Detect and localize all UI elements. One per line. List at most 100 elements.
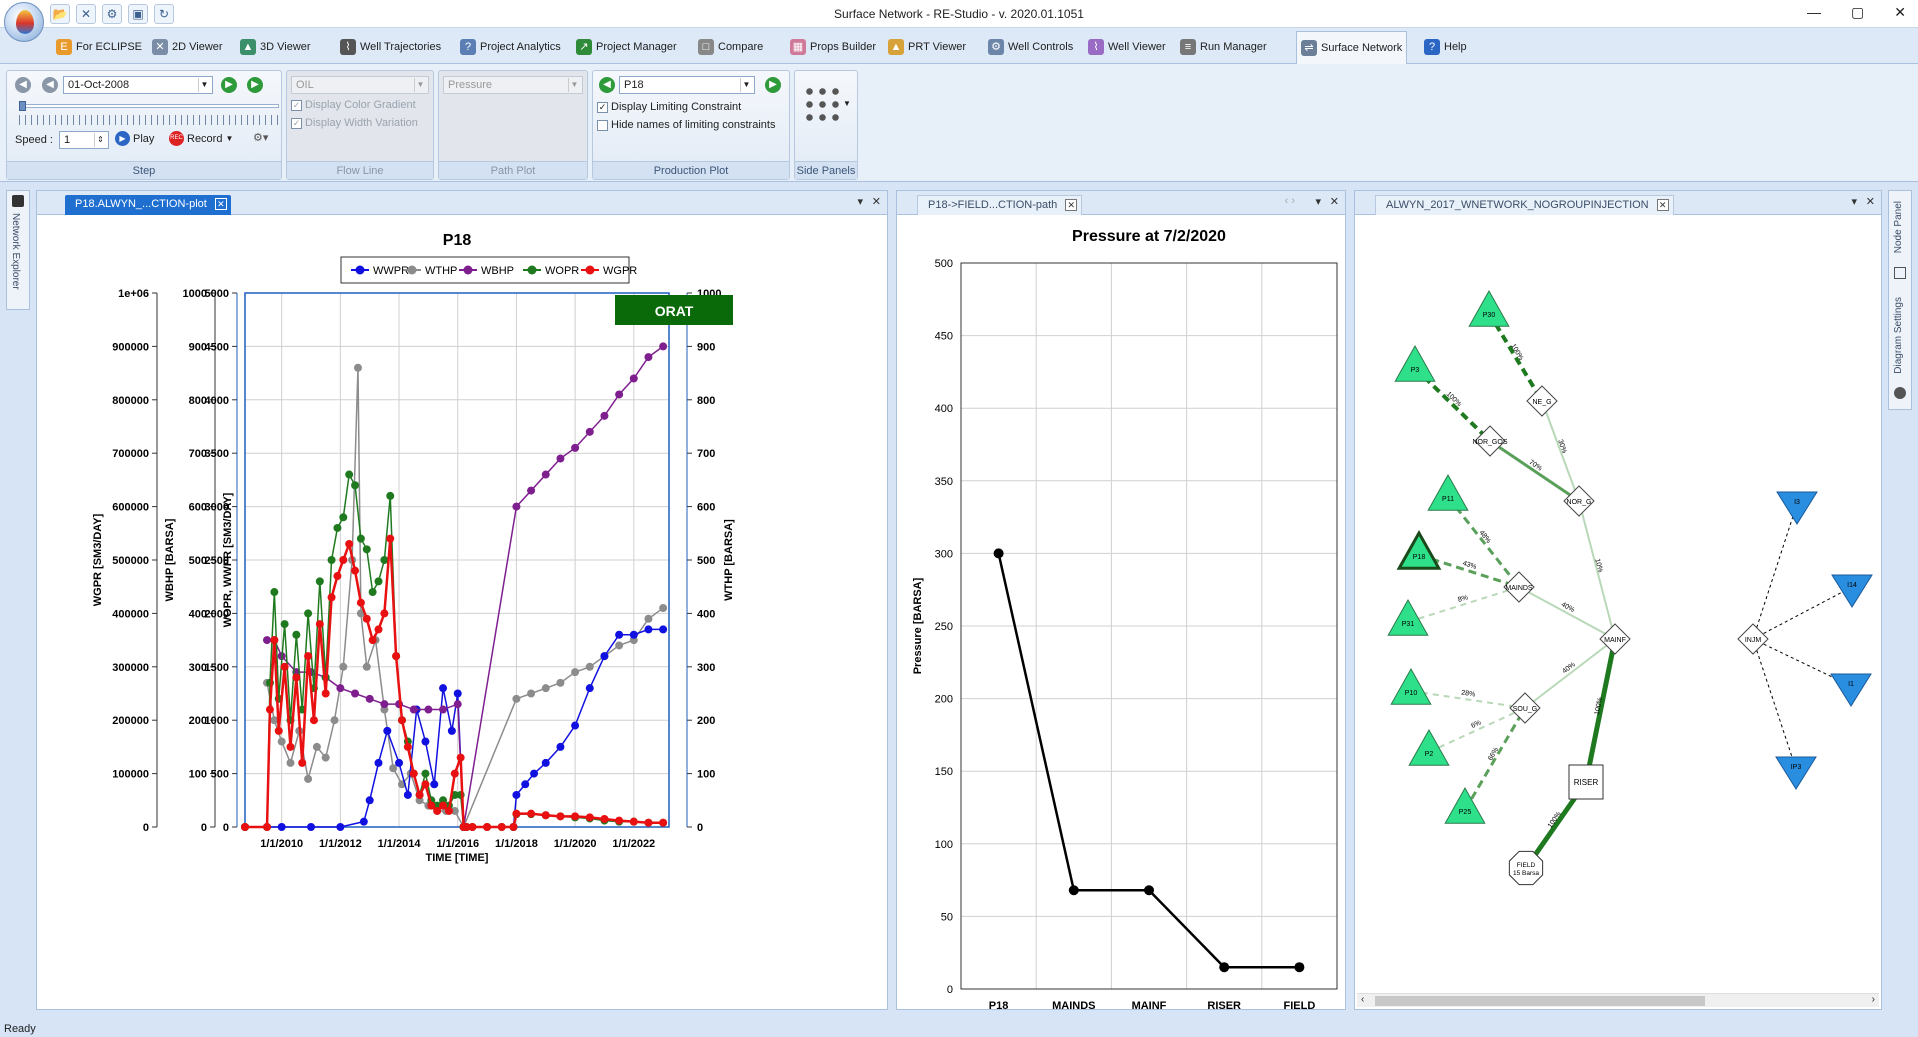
step-last-icon[interactable]: ▶ bbox=[247, 77, 263, 93]
quick-access-button[interactable]: 📂 bbox=[50, 4, 70, 24]
ribbon-tab-compare[interactable]: □ Compare bbox=[694, 34, 767, 60]
close-tab-icon[interactable]: ✕ bbox=[214, 198, 227, 210]
path-plot-tab[interactable]: P18->FIELD...CTION-path ✕ bbox=[917, 195, 1083, 215]
ribbon-tab-3d-viewer[interactable]: ▲ 3D Viewer bbox=[236, 34, 315, 60]
well-next-icon[interactable]: ▶ bbox=[765, 77, 781, 93]
well-select[interactable]: P18 ▼ bbox=[619, 76, 755, 94]
network-edge bbox=[1752, 503, 1798, 640]
record-button[interactable]: REC Record ▼ bbox=[169, 131, 233, 146]
ribbon-tab-run-manager[interactable]: ≡ Run Manager bbox=[1176, 34, 1271, 60]
chevron-down-icon[interactable]: ▼ bbox=[225, 134, 234, 143]
2d-viewer-icon: ✕ bbox=[152, 39, 168, 55]
panel-close-icon[interactable]: ✕ bbox=[1329, 196, 1339, 208]
hide-names-checkbox[interactable]: Hide names of limiting constraints bbox=[597, 119, 775, 131]
chevron-down-icon[interactable]: ▼ bbox=[843, 99, 851, 108]
data-point-wbhp bbox=[541, 470, 550, 479]
data-point-wwpr bbox=[600, 652, 609, 661]
step-date-select[interactable]: 01-Oct-2008 ▼ bbox=[63, 76, 213, 94]
step-slider[interactable] bbox=[19, 101, 279, 111]
play-button[interactable]: ▶ Play bbox=[115, 131, 154, 146]
ribbon-tab-project-analytics[interactable]: ? Project Analytics bbox=[456, 34, 565, 60]
producer-well-node bbox=[1394, 344, 1436, 382]
ribbon-tab-props-builder[interactable]: ▦ Props Builder bbox=[786, 34, 880, 60]
data-point-wgpr bbox=[345, 539, 354, 548]
node-label: NE_G bbox=[1532, 399, 1551, 406]
node-label: P10 bbox=[1405, 690, 1418, 697]
node-panel-tab[interactable]: Node Panel bbox=[1893, 201, 1904, 254]
panel-close-icon[interactable]: ✕ bbox=[871, 196, 881, 208]
ribbon-tab-label: Props Builder bbox=[810, 41, 877, 53]
ribbon-tab-project-manager[interactable]: ↗ Project Manager bbox=[572, 34, 681, 60]
data-point-wthp bbox=[512, 694, 521, 703]
horizontal-scrollbar[interactable]: ‹ › bbox=[1357, 993, 1879, 1007]
tab-scroll-icon[interactable]: ‹ › bbox=[1284, 195, 1295, 207]
path-variable-select[interactable]: Pressure ▼ bbox=[443, 76, 583, 94]
data-point-wthp bbox=[270, 716, 279, 725]
quick-access-button[interactable]: ⚙ bbox=[102, 4, 122, 24]
data-point-wbhp bbox=[336, 684, 345, 693]
quick-access-button[interactable]: ✕ bbox=[76, 4, 96, 24]
ribbon-tab-2d-viewer[interactable]: ✕ 2D Viewer bbox=[148, 34, 227, 60]
side-panels-icon[interactable] bbox=[803, 85, 843, 125]
title-bar: 📂 ✕ ⚙ ▣ ↻ Surface Network - RE-Studio - v. 2… bbox=[0, 0, 1918, 28]
fluid-select[interactable]: OIL ▼ bbox=[291, 76, 429, 94]
quick-access-button[interactable]: ▣ bbox=[128, 4, 148, 24]
path-plot-group: Pressure ▼ Path Plot bbox=[438, 70, 588, 180]
minimize-icon[interactable]: — bbox=[1807, 4, 1822, 20]
panel-close-icon[interactable]: ✕ bbox=[1865, 196, 1875, 208]
scroll-left-icon[interactable]: ‹ bbox=[1361, 994, 1365, 1005]
well-prev-icon[interactable]: ◀ bbox=[599, 77, 615, 93]
limiting-constraint-checkbox[interactable]: ✓ Display Limiting Constraint bbox=[597, 101, 741, 113]
step-next-icon[interactable]: ▶ bbox=[221, 77, 237, 93]
close-tab-icon[interactable]: ✕ bbox=[1065, 199, 1078, 211]
network-explorer-tab[interactable]: Network Explorer bbox=[6, 190, 30, 310]
step-prev-icon[interactable]: ◀ bbox=[42, 77, 58, 93]
data-point-wbhp bbox=[263, 636, 272, 645]
data-point-wthp bbox=[541, 684, 550, 693]
production-plot-panel: P18.ALWYN_...CTION-plot ✕ ▾ ✕ P18 WWPR WTHP… bbox=[36, 190, 888, 1010]
ribbon-tab-well-viewer[interactable]: ⌇ Well Viewer bbox=[1084, 34, 1170, 60]
scroll-right-icon[interactable]: › bbox=[1871, 994, 1875, 1005]
color-gradient-checkbox[interactable]: ✓ Display Color Gradient bbox=[291, 99, 416, 111]
y-tick-label: 200 bbox=[935, 694, 953, 706]
width-variation-checkbox[interactable]: ✓ Display Width Variation bbox=[291, 117, 418, 129]
data-point-wthp bbox=[362, 662, 371, 671]
ribbon-tab-well-trajectories[interactable]: ⌇ Well Trajectories bbox=[336, 34, 445, 60]
ribbon-tab-prt-viewer[interactable]: ▲ PRT Viewer bbox=[884, 34, 970, 60]
panel-menu-icon[interactable]: ▾ bbox=[1315, 196, 1321, 208]
step-back-icon[interactable]: ◀ bbox=[15, 77, 31, 93]
ribbon-tab-well-controls[interactable]: ⚙ Well Controls bbox=[984, 34, 1077, 60]
diagram-settings-tab[interactable]: Diagram Settings bbox=[1893, 297, 1904, 374]
production-chart[interactable]: P18 WWPR WTHP WBHP WOPR WGPR 1/1/2010 1/1/2012 1… bbox=[37, 215, 887, 1009]
panel-menu-icon[interactable]: ▾ bbox=[857, 196, 863, 208]
close-tab-icon[interactable]: ✕ bbox=[1656, 199, 1669, 211]
data-point-wthp bbox=[659, 604, 668, 613]
ribbon-tab-for-eclipse[interactable]: E For ECLIPSE bbox=[52, 34, 146, 60]
legend-label-wgpr: WGPR bbox=[603, 265, 637, 277]
edge-flow-label: 8% bbox=[1457, 594, 1469, 604]
data-point-wgpr bbox=[439, 801, 448, 810]
panel-menu-icon[interactable]: ▾ bbox=[1851, 196, 1857, 208]
right-side-panel-tabs: Node Panel Diagram Settings bbox=[1888, 190, 1912, 410]
y-tick-label: 400 bbox=[697, 608, 715, 620]
y-tick-label: 350 bbox=[935, 476, 953, 488]
ribbon-tab-label: Compare bbox=[718, 41, 764, 53]
step-slider-thumb[interactable] bbox=[19, 101, 26, 111]
app-menu-button[interactable] bbox=[4, 2, 44, 42]
scroll-thumb[interactable] bbox=[1375, 996, 1705, 1006]
network-diagram[interactable]: 100%100%30%70%48%43%8%10%40%28%6%66%40%1… bbox=[1355, 215, 1881, 991]
settings-dropdown[interactable]: ⚙▾ bbox=[253, 132, 269, 144]
ribbon-tab-help[interactable]: ? Help bbox=[1420, 34, 1471, 60]
close-icon[interactable]: ✕ bbox=[1894, 4, 1906, 20]
production-plot-tab[interactable]: P18.ALWYN_...CTION-plot ✕ bbox=[65, 195, 231, 215]
producer-well-node bbox=[1427, 473, 1469, 511]
y-tick-label: 600 bbox=[189, 502, 207, 514]
path-chart[interactable]: Pressure at 7/2/2020 0 50 100 150 200 250 300 35… bbox=[897, 215, 1345, 1009]
ribbon-tab-surface-network[interactable]: ⇌ Surface Network bbox=[1296, 31, 1408, 64]
speed-input[interactable]: 1 ⇕ bbox=[59, 131, 109, 149]
producer-well-node bbox=[1444, 786, 1486, 824]
maximize-icon[interactable]: ▢ bbox=[1851, 4, 1865, 20]
quick-access-button[interactable]: ↻ bbox=[154, 4, 174, 24]
network-diagram-tab[interactable]: ALWYN_2017_WNETWORK_NOGROUPINJECTION ✕ bbox=[1375, 195, 1674, 215]
network-edge bbox=[1463, 707, 1527, 811]
